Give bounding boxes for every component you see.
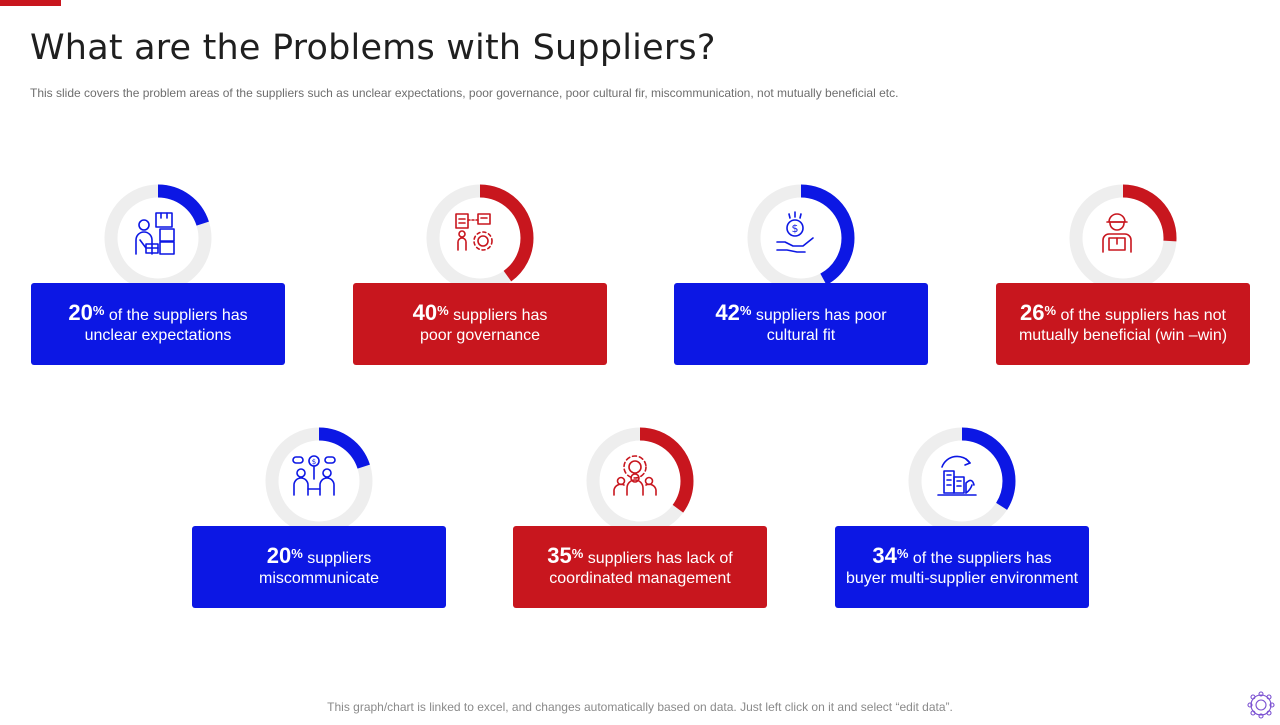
box-text-line-1: suppliers has poor (755, 306, 887, 324)
money-hand-icon: $ (773, 210, 829, 266)
delivery-person-icon (1095, 210, 1151, 266)
top-accent-bar (0, 0, 61, 6)
problem-card-not-mutually-beneficial: 26% of the suppliers has not mutually be… (996, 183, 1250, 373)
team-gear-icon (612, 453, 668, 509)
donut-chart: $ (264, 426, 374, 536)
percent-sign: % (291, 545, 303, 561)
percent-value: 20 (68, 299, 93, 325)
box-text-line-1: of the suppliers has not (1060, 306, 1226, 324)
box-text-line-1: suppliers has lack of (587, 549, 733, 567)
problem-box: 26% of the suppliers has not mutually be… (996, 283, 1250, 365)
donut-chart: $ (746, 183, 856, 293)
donut-chart (907, 426, 1017, 536)
donut-value-arc (1069, 184, 1177, 292)
governance-gear-icon (452, 210, 508, 266)
slide-title: What are the Problems with Suppliers? (30, 28, 716, 68)
box-text-line-2: miscommunicate (258, 569, 380, 587)
donut-chart (1068, 183, 1178, 293)
donut-value-arc (747, 184, 855, 292)
box-text-line-2: mutually beneficial (win –win) (1018, 326, 1228, 344)
box-text-line-2: coordinated management (549, 569, 731, 587)
percent-sign: % (739, 302, 752, 318)
box-line-1: 42% suppliers has poor (715, 299, 887, 326)
donut-value-arc (265, 427, 373, 535)
problem-box: 20% of the suppliers has unclear expecta… (31, 283, 285, 365)
problem-card-multi-supplier-environment: 34% of the suppliers has buyer multi-sup… (835, 426, 1089, 616)
problem-box: 40% suppliers has poor governance (353, 283, 607, 365)
problem-card-coordinated-management: 35% suppliers has lack of coordinated ma… (513, 426, 767, 616)
box-line-1: 34% of the suppliers has (872, 542, 1052, 569)
slide-subtitle: This slide covers the problem areas of t… (30, 86, 899, 100)
percent-value: 42 (715, 299, 740, 325)
svg-text:$: $ (312, 458, 316, 466)
box-text-line-1: suppliers (307, 549, 372, 567)
problem-card-cultural-fit: $ 42% suppliers has poor cultural fit (674, 183, 928, 373)
percent-sign: % (1044, 302, 1057, 318)
percent-value: 40 (412, 299, 438, 325)
box-line-1: 20% suppliers (266, 542, 372, 569)
problem-card-poor-governance: 40% suppliers has poor governance (353, 183, 607, 373)
percent-sign: % (571, 545, 584, 561)
percent-value: 26 (1020, 299, 1045, 325)
buildings-cycle-icon (934, 453, 990, 509)
box-text-line-1: of the suppliers has (912, 549, 1052, 567)
people-talking-icon: $ (291, 453, 347, 509)
box-line-1: 35% suppliers has lack of (547, 542, 733, 569)
percent-sign: % (437, 302, 449, 318)
donut-value-arc (908, 427, 1016, 535)
percent-sign: % (92, 302, 105, 318)
donut-chart (585, 426, 695, 536)
donut-chart (103, 183, 213, 293)
box-line-1: 26% of the suppliers has not (1020, 299, 1226, 326)
box-line-1: 20% of the suppliers has (68, 299, 248, 326)
box-text-line-2: poor governance (419, 326, 541, 344)
problem-card-unclear-expectations: 20% of the suppliers has unclear expecta… (31, 183, 285, 373)
problem-box: 42% suppliers has poor cultural fit (674, 283, 928, 365)
box-text-line-2: cultural fit (766, 326, 836, 344)
problem-box: 34% of the suppliers has buyer multi-sup… (835, 526, 1089, 608)
percent-sign: % (896, 545, 909, 561)
brand-logo-icon (1246, 690, 1276, 720)
problem-box: 35% suppliers has lack of coordinated ma… (513, 526, 767, 608)
box-text-line-2: buyer multi-supplier environment (845, 569, 1079, 587)
percent-value: 35 (547, 542, 572, 568)
percent-value: 20 (266, 542, 292, 568)
donut-chart (425, 183, 535, 293)
problem-box: 20% suppliers miscommunicate (192, 526, 446, 608)
problem-card-miscommunicate: $ 20% suppliers miscommunicate (192, 426, 446, 616)
box-text-line-1: of the suppliers has (108, 306, 248, 324)
box-text-line-2: unclear expectations (84, 326, 232, 344)
footer-note: This graph/chart is linked to excel, and… (327, 700, 953, 714)
box-text-line-1: suppliers has (453, 306, 548, 324)
percent-value: 34 (872, 542, 897, 568)
donut-value-arc (426, 184, 534, 292)
supplier-boxes-icon (130, 210, 186, 266)
donut-value-arc (104, 184, 212, 292)
box-line-1: 40% suppliers has (412, 299, 548, 326)
donut-value-arc (586, 427, 694, 535)
svg-text:$: $ (792, 222, 799, 235)
